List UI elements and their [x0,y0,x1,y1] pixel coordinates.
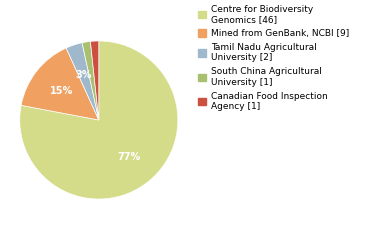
Text: 77%: 77% [117,151,141,162]
Wedge shape [82,42,99,120]
Wedge shape [90,41,99,120]
Wedge shape [20,41,178,199]
Wedge shape [66,43,99,120]
Legend: Centre for Biodiversity
Genomics [46], Mined from GenBank, NCBI [9], Tamil Nadu : Centre for Biodiversity Genomics [46], M… [198,5,349,111]
Wedge shape [21,48,99,120]
Text: 15%: 15% [50,86,73,96]
Text: 3%: 3% [76,70,92,80]
